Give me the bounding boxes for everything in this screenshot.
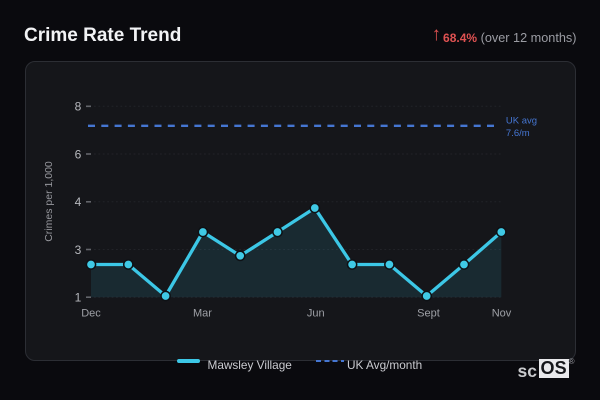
svg-text:3: 3 bbox=[75, 243, 82, 257]
svg-text:7.6/m: 7.6/m bbox=[506, 128, 530, 139]
svg-text:6: 6 bbox=[75, 147, 82, 161]
svg-text:Crimes per 1,000: Crimes per 1,000 bbox=[43, 161, 55, 242]
svg-text:UK avg: UK avg bbox=[506, 115, 537, 126]
svg-text:Sept: Sept bbox=[417, 308, 440, 320]
svg-text:Mar: Mar bbox=[193, 308, 212, 320]
svg-text:Dec: Dec bbox=[81, 308, 101, 320]
svg-text:Nov: Nov bbox=[492, 308, 512, 320]
svg-text:8: 8 bbox=[75, 100, 82, 114]
svg-text:1: 1 bbox=[75, 291, 82, 305]
svg-text:4: 4 bbox=[75, 195, 82, 209]
svg-text:Jun: Jun bbox=[307, 308, 325, 320]
